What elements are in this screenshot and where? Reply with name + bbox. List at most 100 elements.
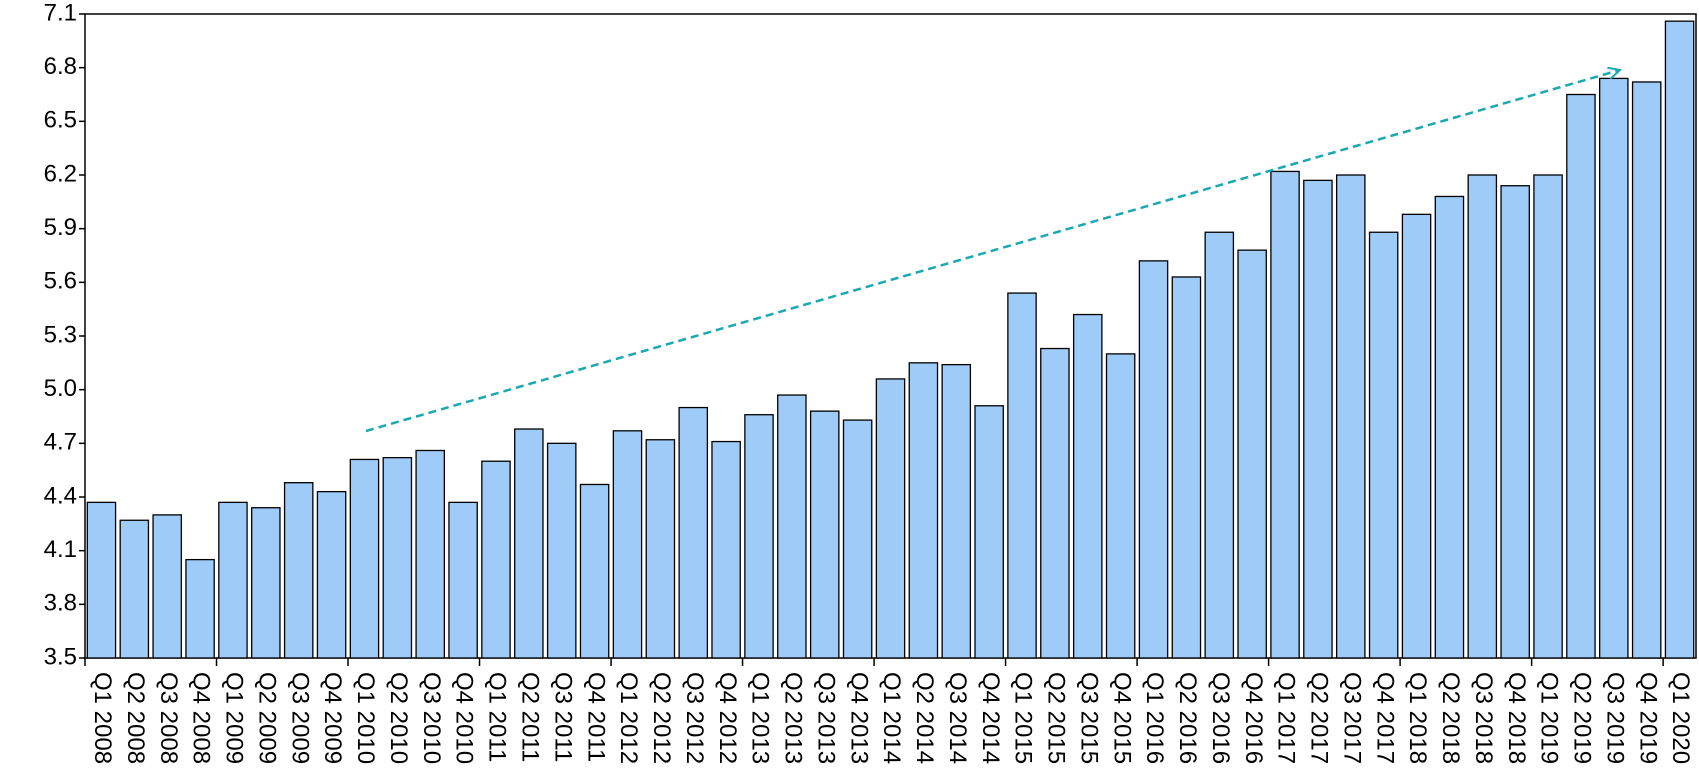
y-tick-label: 5.3 bbox=[44, 321, 77, 348]
x-tick-label: Q3 2019 bbox=[1601, 672, 1628, 764]
bar bbox=[1138, 260, 1169, 659]
bar bbox=[612, 430, 643, 659]
bar bbox=[875, 378, 906, 659]
x-tick-label: Q1 2020 bbox=[1667, 672, 1694, 764]
x-tick-label: Q1 2010 bbox=[352, 672, 379, 764]
bar bbox=[842, 419, 873, 659]
bar bbox=[514, 428, 544, 659]
x-tick-label: Q2 2016 bbox=[1174, 672, 1201, 764]
bar bbox=[711, 440, 741, 659]
x-tick-label: Q4 2018 bbox=[1503, 672, 1530, 764]
bar bbox=[415, 449, 446, 659]
x-tick-label: Q4 2016 bbox=[1240, 672, 1267, 764]
bar bbox=[1270, 170, 1300, 659]
x-tick-label: Q2 2012 bbox=[648, 672, 675, 764]
x-tick-label: Q3 2013 bbox=[812, 672, 839, 764]
bar bbox=[1204, 231, 1235, 659]
y-tick-label: 4.1 bbox=[44, 536, 77, 563]
x-tick-label: Q3 2008 bbox=[155, 672, 182, 764]
bar bbox=[579, 483, 610, 659]
x-tick-label: Q1 2015 bbox=[1010, 672, 1037, 764]
bar bbox=[908, 362, 939, 659]
bar bbox=[1368, 231, 1399, 659]
x-tick-label: Q2 2011 bbox=[517, 672, 544, 762]
bar bbox=[1599, 77, 1629, 659]
x-tick-label: Q4 2014 bbox=[977, 672, 1004, 764]
x-tick-label: Q2 2018 bbox=[1437, 672, 1464, 764]
y-tick-label: 5.6 bbox=[44, 268, 77, 295]
bar bbox=[1171, 276, 1202, 659]
bar bbox=[119, 519, 150, 659]
x-tick-label: Q4 2017 bbox=[1371, 672, 1398, 764]
x-tick-label: Q3 2011 bbox=[549, 672, 576, 762]
bar bbox=[1664, 20, 1695, 659]
x-tick-label: Q3 2009 bbox=[286, 672, 313, 764]
bar bbox=[1401, 213, 1432, 659]
x-tick-label: Q3 2017 bbox=[1338, 672, 1365, 764]
bar bbox=[481, 460, 511, 659]
x-tick-label: Q3 2010 bbox=[418, 672, 445, 764]
x-tick-label: Q1 2008 bbox=[89, 672, 116, 764]
y-tick-label: 5.0 bbox=[44, 375, 77, 402]
y-tick-label: 4.7 bbox=[44, 429, 77, 456]
x-tick-label: Q2 2009 bbox=[253, 672, 280, 764]
bar bbox=[1533, 174, 1563, 659]
x-tick-label: Q2 2014 bbox=[911, 672, 938, 764]
x-tick-label: Q3 2018 bbox=[1470, 672, 1497, 764]
bar bbox=[251, 507, 281, 659]
x-tick-label: Q2 2013 bbox=[780, 672, 807, 764]
bar bbox=[1566, 93, 1596, 659]
bar bbox=[941, 363, 972, 659]
bar bbox=[283, 482, 314, 659]
bar bbox=[1237, 249, 1267, 659]
x-tick-label: Q4 2010 bbox=[451, 672, 478, 764]
bar bbox=[349, 458, 380, 659]
x-tick-label: Q4 2011 bbox=[582, 672, 609, 762]
x-tick-label: Q4 2008 bbox=[188, 672, 215, 764]
bar bbox=[316, 490, 347, 659]
y-tick-label: 6.8 bbox=[44, 53, 77, 80]
y-tick-label: 4.4 bbox=[44, 482, 77, 509]
x-tick-label: Q1 2018 bbox=[1404, 672, 1431, 764]
bar bbox=[1040, 347, 1070, 659]
x-tick-label: Q2 2010 bbox=[385, 672, 412, 764]
bar bbox=[448, 501, 478, 659]
bar bbox=[152, 514, 182, 659]
bar bbox=[1500, 185, 1530, 659]
x-tick-label: Q2 2019 bbox=[1569, 672, 1596, 764]
bar bbox=[1631, 81, 1662, 659]
bar bbox=[1467, 174, 1498, 659]
x-tick-label: Q1 2011 bbox=[484, 672, 511, 762]
x-tick-label: Q1 2016 bbox=[1141, 672, 1168, 764]
trend-arrow bbox=[365, 70, 1620, 433]
bar bbox=[185, 558, 215, 659]
y-tick-label: 7.1 bbox=[44, 0, 77, 26]
x-tick-label: Q2 2015 bbox=[1043, 672, 1070, 764]
x-tick-label: Q3 2015 bbox=[1075, 672, 1102, 764]
x-tick-label: Q4 2019 bbox=[1634, 672, 1661, 764]
x-tick-label: Q4 2009 bbox=[319, 672, 346, 764]
x-tick-label: Q4 2013 bbox=[845, 672, 872, 764]
x-tick-label: Q1 2009 bbox=[221, 672, 248, 764]
bar bbox=[1303, 179, 1333, 659]
bar bbox=[974, 405, 1004, 659]
bar bbox=[218, 501, 248, 659]
y-tick-label: 3.5 bbox=[44, 643, 77, 670]
bar bbox=[744, 414, 774, 659]
bar bbox=[1007, 292, 1037, 659]
bar bbox=[1105, 353, 1136, 659]
x-tick-label: Q4 2015 bbox=[1108, 672, 1135, 764]
y-tick-label: 5.9 bbox=[44, 214, 77, 241]
y-tick-label: 6.5 bbox=[44, 107, 77, 134]
x-tick-label: Q3 2016 bbox=[1207, 672, 1234, 764]
x-tick-label: Q4 2012 bbox=[714, 672, 741, 764]
x-tick-label: Q1 2014 bbox=[878, 672, 905, 764]
x-tick-label: Q1 2017 bbox=[1273, 672, 1300, 764]
bar bbox=[1072, 313, 1103, 659]
bar bbox=[1335, 174, 1366, 659]
bar bbox=[382, 456, 413, 659]
y-tick-label: 6.2 bbox=[44, 160, 77, 187]
y-tick-label: 3.8 bbox=[44, 590, 77, 617]
bar bbox=[777, 394, 807, 659]
